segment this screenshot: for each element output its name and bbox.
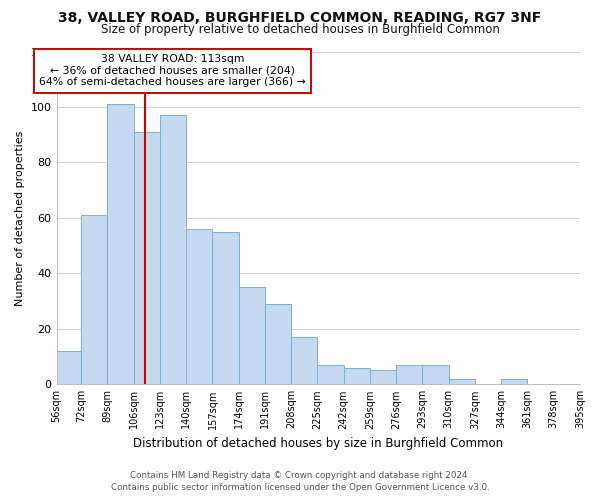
Bar — [160, 116, 186, 384]
Bar — [239, 287, 265, 384]
Bar — [422, 365, 449, 384]
Text: Contains HM Land Registry data © Crown copyright and database right 2024.
Contai: Contains HM Land Registry data © Crown c… — [110, 471, 490, 492]
Text: Size of property relative to detached houses in Burghfield Common: Size of property relative to detached ho… — [101, 22, 499, 36]
Bar — [449, 379, 475, 384]
Bar — [370, 370, 396, 384]
Bar — [396, 365, 422, 384]
Bar — [501, 379, 527, 384]
Bar — [317, 365, 344, 384]
Bar — [265, 304, 291, 384]
Text: 38 VALLEY ROAD: 113sqm
← 36% of detached houses are smaller (204)
64% of semi-de: 38 VALLEY ROAD: 113sqm ← 36% of detached… — [39, 54, 306, 88]
Bar — [134, 132, 160, 384]
Bar — [212, 232, 239, 384]
Bar — [107, 104, 134, 384]
Bar — [344, 368, 370, 384]
Text: 38, VALLEY ROAD, BURGHFIELD COMMON, READING, RG7 3NF: 38, VALLEY ROAD, BURGHFIELD COMMON, READ… — [58, 11, 542, 25]
X-axis label: Distribution of detached houses by size in Burghfield Common: Distribution of detached houses by size … — [133, 437, 503, 450]
Y-axis label: Number of detached properties: Number of detached properties — [15, 130, 25, 306]
Bar — [291, 337, 317, 384]
Bar — [186, 229, 212, 384]
Bar — [56, 351, 81, 384]
Bar — [81, 215, 107, 384]
